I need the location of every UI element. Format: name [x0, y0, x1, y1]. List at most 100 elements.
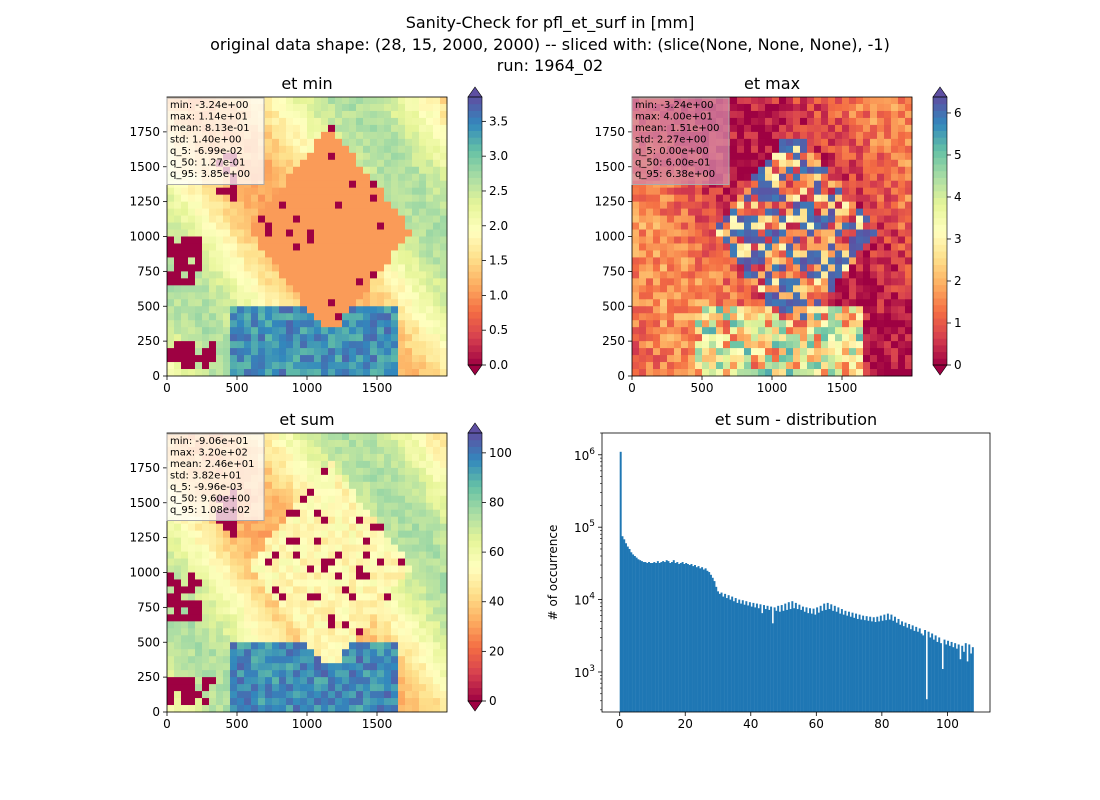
heatmap-cell: [723, 278, 731, 286]
heatmap-cell: [772, 313, 780, 321]
heatmap-cell: [174, 586, 182, 594]
heatmap-cell: [674, 278, 682, 286]
heatmap-cell: [440, 446, 448, 455]
heatmap-cell: [314, 572, 322, 580]
heatmap-cell: [807, 264, 815, 272]
heatmap-cell: [384, 509, 392, 518]
heatmap-cell: [884, 194, 892, 203]
heatmap-cell: [405, 313, 413, 321]
heatmap-cell: [370, 509, 378, 518]
heatmap-cell: [828, 124, 836, 133]
heatmap-cell: [856, 159, 864, 168]
heatmap-cell: [279, 320, 287, 328]
heatmap-cell: [405, 327, 413, 335]
heatmap-cell: [321, 152, 329, 161]
heatmap-cell: [849, 334, 857, 342]
heatmap-cell: [849, 271, 857, 279]
heatmap-cell: [279, 180, 287, 189]
heatmap-cell: [751, 243, 759, 251]
heatmap-cell: [244, 348, 252, 356]
heatmap-cell: [384, 502, 392, 511]
heatmap-cell: [265, 691, 273, 699]
heatmap-cell: [342, 250, 350, 258]
colorbar-segment: [468, 271, 482, 279]
heatmap-cell: [814, 250, 822, 258]
heatmap-cell: [195, 362, 203, 370]
heatmap-cell: [321, 271, 329, 279]
heatmap-cell: [433, 698, 441, 706]
heatmap-cell: [188, 572, 196, 580]
heatmap-cell: [335, 614, 343, 622]
heatmap-cell: [293, 97, 301, 105]
heatmap-cell: [405, 691, 413, 699]
heatmap-cell: [335, 670, 343, 678]
heatmap-cell: [688, 320, 696, 328]
heatmap-cell: [440, 243, 448, 251]
heatmap-cell: [870, 285, 878, 293]
heatmap-cell: [328, 488, 336, 497]
heatmap-cell: [737, 341, 745, 349]
heatmap-cell: [167, 236, 175, 244]
heatmap-cell: [821, 117, 829, 126]
heatmap-cell: [377, 705, 385, 713]
heatmap-cell: [258, 649, 266, 657]
heatmap-cell: [384, 572, 392, 580]
heatmap-cell: [216, 656, 224, 664]
y-tick-label: 1750: [594, 125, 625, 139]
heatmap-cell: [744, 355, 752, 363]
heatmap-cell: [223, 537, 231, 546]
heatmap-cell: [405, 369, 413, 377]
heatmap-cell: [307, 684, 315, 692]
heatmap-cell: [209, 614, 217, 622]
heatmap-cell: [279, 278, 287, 286]
heatmap-cell: [398, 670, 406, 678]
heatmap-cell: [335, 586, 343, 594]
heatmap-cell: [321, 705, 329, 713]
heatmap-cell: [744, 166, 752, 175]
heatmap-cell: [412, 439, 420, 448]
heatmap-cell: [181, 299, 189, 307]
heatmap-cell: [328, 642, 336, 650]
heatmap-cell: [419, 433, 427, 441]
heatmap-cell: [174, 593, 182, 601]
heatmap-cell: [307, 208, 315, 216]
heatmap-cell: [251, 677, 259, 685]
heatmap-cell: [786, 334, 794, 342]
heatmap-cell: [426, 481, 434, 490]
heatmap-cell: [356, 516, 364, 525]
heatmap-cell: [440, 341, 448, 349]
heatmap-cell: [237, 691, 245, 699]
heatmap-cell: [258, 537, 266, 546]
heatmap-cell: [342, 215, 350, 223]
heatmap-cell: [828, 229, 836, 237]
heatmap-cell: [440, 299, 448, 307]
heatmap-cell: [419, 124, 427, 133]
heatmap-cell: [814, 110, 822, 119]
heatmap-cell: [891, 341, 899, 349]
heatmap-cell: [300, 117, 308, 126]
heatmap-cell: [695, 194, 703, 203]
heatmap-cell: [279, 677, 287, 685]
heatmap-cell: [702, 278, 710, 286]
heatmap-cell: [321, 131, 329, 140]
heatmap-cell: [905, 103, 913, 112]
heatmap-cell: [272, 530, 280, 539]
heatmap-cell: [272, 481, 280, 490]
heatmap-cell: [821, 103, 829, 112]
heatmap-cell: [370, 208, 378, 216]
heatmap-cell: [653, 236, 661, 244]
heatmap-cell: [723, 299, 731, 307]
heatmap-cell: [391, 509, 399, 518]
heatmap-cell: [674, 327, 682, 335]
heatmap-cell: [779, 124, 787, 133]
heatmap-cell: [188, 579, 196, 587]
heatmap-cell: [646, 341, 654, 349]
heatmap-cell: [632, 313, 640, 321]
heatmap-cell: [632, 369, 640, 377]
heatmap-cell: [709, 278, 717, 286]
heatmap-cell: [391, 628, 399, 636]
heatmap-cell: [279, 670, 287, 678]
heatmap-cell: [405, 607, 413, 615]
heatmap-cell: [863, 236, 871, 244]
heatmap-cell: [230, 656, 238, 664]
